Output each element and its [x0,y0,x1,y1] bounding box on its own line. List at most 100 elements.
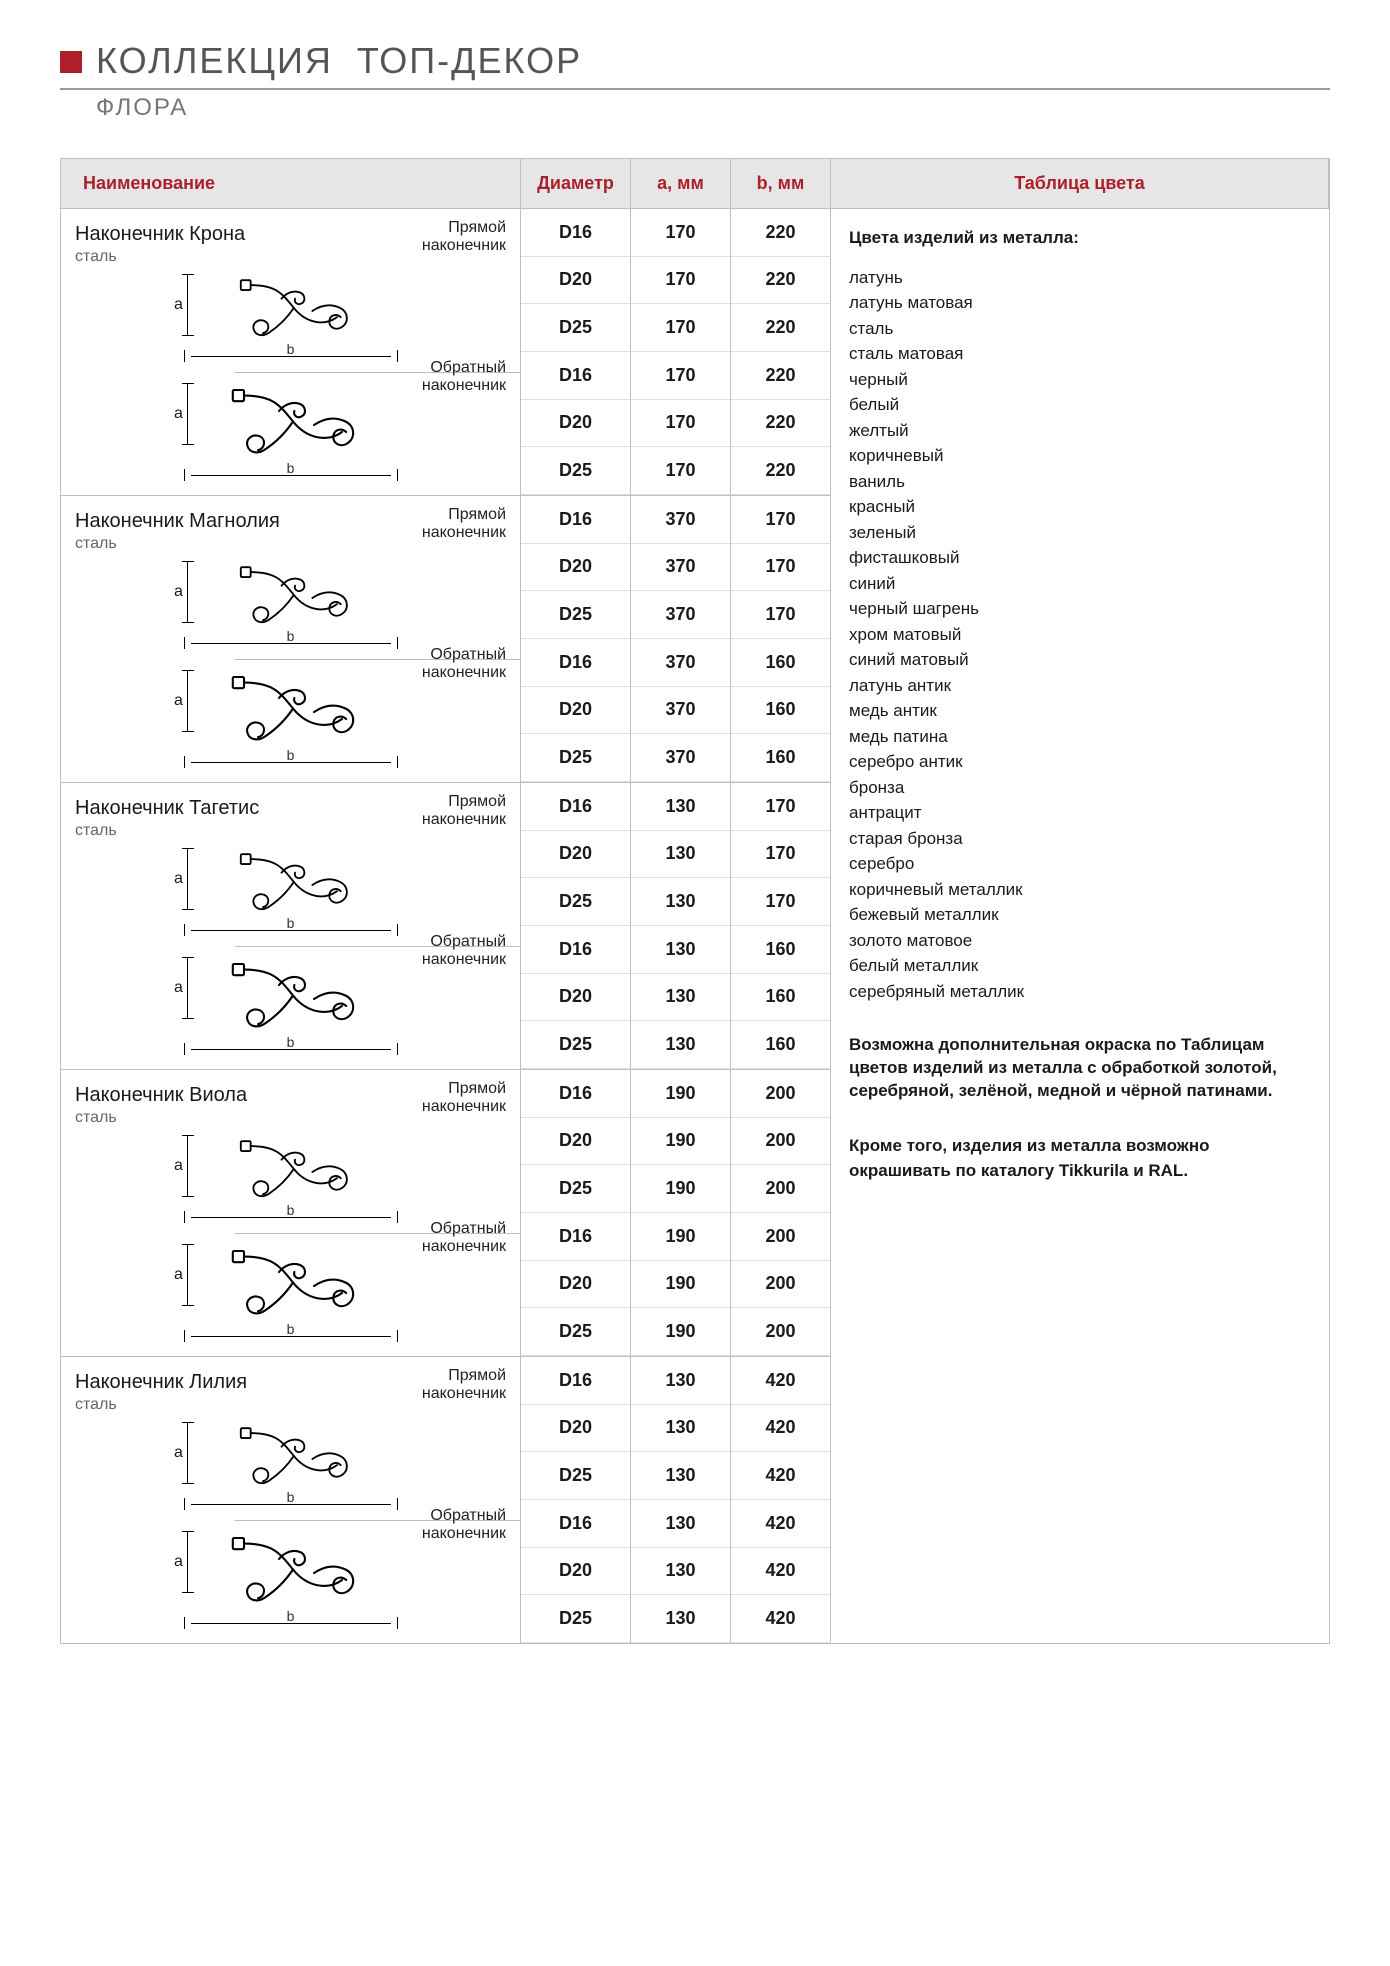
color-item: красный [849,494,1311,520]
cell-a: 130 [631,1548,731,1596]
color-item: фисташковый [849,545,1311,571]
cell-b: 170 [731,496,831,544]
cell-diameter: D20 [521,544,631,592]
cell-diameter: D20 [521,1405,631,1453]
cell-a: 170 [631,447,731,495]
cell-a: 190 [631,1070,731,1118]
dimension-bar: b [184,924,398,936]
cell-a: 130 [631,831,731,879]
cell-diameter: D20 [521,1548,631,1596]
cell-b: 420 [731,1405,831,1453]
dimension-bar: b [184,756,398,768]
variant-label-reverse: Обратныйнаконечник [422,646,506,683]
cell-diameter: D16 [521,1500,631,1548]
color-item: хром матовый [849,622,1311,648]
cell-a: 370 [631,687,731,735]
cell-a: 130 [631,1021,731,1069]
collection-label: КОЛЛЕКЦИЯ [96,40,333,81]
cell-diameter: D16 [521,352,631,400]
color-item: зеленый [849,520,1311,546]
product-illustration: Наконечник КронастальПрямойнаконечник a … [61,209,521,495]
product-section: Наконечник ТагетисстальПрямойнаконечник … [61,783,831,1070]
cell-a: 370 [631,496,731,544]
cell-b: 200 [731,1165,831,1213]
ornament-icon [200,957,400,1041]
col-b: b, мм [731,159,831,209]
cell-a: 130 [631,1357,731,1405]
colors-note-1: Возможна дополнительная окраска по Табли… [849,1034,1311,1103]
ornament-icon [200,383,400,467]
cell-a: 130 [631,1500,731,1548]
cell-b: 420 [731,1357,831,1405]
cell-a: 170 [631,257,731,305]
cell-diameter: D16 [521,1357,631,1405]
cell-a: 130 [631,1405,731,1453]
cell-b: 220 [731,400,831,448]
cell-a: 370 [631,591,731,639]
cell-b: 170 [731,831,831,879]
cell-a: 170 [631,352,731,400]
cell-a: 170 [631,304,731,352]
color-item: серебро [849,851,1311,877]
color-item: золото матовое [849,928,1311,954]
ornament-icon [200,1531,400,1615]
ornament-icon [200,561,400,635]
cell-a: 190 [631,1165,731,1213]
cell-b: 170 [731,783,831,831]
dimension-bar: b [184,350,398,362]
color-item: черный шагрень [849,596,1311,622]
color-item: желтый [849,418,1311,444]
cell-diameter: D25 [521,1452,631,1500]
cell-diameter: D16 [521,926,631,974]
colors-note-2: Кроме того, изделия из металла возможно … [849,1133,1311,1184]
cell-diameter: D25 [521,1595,631,1643]
accent-square-icon [60,51,82,73]
product-illustration: Наконечник ЛилиястальПрямойнаконечник a … [61,1357,521,1643]
variant-label-reverse: Обратныйнаконечник [422,359,506,396]
col-colors: Таблица цвета [831,159,1329,209]
variant-label-reverse: Обратныйнаконечник [422,1220,506,1257]
cell-b: 220 [731,209,831,257]
cell-b: 420 [731,1548,831,1596]
color-item: латунь [849,265,1311,291]
cell-b: 160 [731,734,831,782]
ornament-icon [200,1135,400,1209]
cell-b: 220 [731,352,831,400]
cell-a: 130 [631,878,731,926]
cell-diameter: D20 [521,831,631,879]
cell-b: 160 [731,974,831,1022]
cell-diameter: D25 [521,1021,631,1069]
spec-table: Наименование Диаметр a, мм b, мм Таблица… [60,158,1330,1644]
color-item: медь патина [849,724,1311,750]
cell-b: 200 [731,1213,831,1261]
cell-b: 160 [731,926,831,974]
cell-a: 190 [631,1213,731,1261]
variant-label-direct: Прямойнаконечник [422,219,506,256]
cell-diameter: D20 [521,400,631,448]
collection-name: ТОП-ДЕКОР [357,40,582,81]
color-item: бронза [849,775,1311,801]
cell-diameter: D20 [521,687,631,735]
cell-diameter: D16 [521,1213,631,1261]
cell-a: 130 [631,1452,731,1500]
variant-label-direct: Прямойнаконечник [422,1080,506,1117]
cell-b: 160 [731,687,831,735]
cell-diameter: D25 [521,591,631,639]
cell-b: 220 [731,447,831,495]
color-item: латунь антик [849,673,1311,699]
cell-a: 130 [631,926,731,974]
cell-diameter: D25 [521,1308,631,1356]
ornament-icon [200,848,400,922]
dimension-bar: b [184,1617,398,1629]
dimension-bar: b [184,469,398,481]
page-header: КОЛЛЕКЦИЯ ТОП-ДЕКОР ФЛОРА [60,40,1330,122]
cell-b: 220 [731,304,831,352]
product-illustration: Наконечник МагнолиястальПрямойнаконечник… [61,496,521,782]
color-item: ваниль [849,469,1311,495]
color-item: антрацит [849,800,1311,826]
dimension-bar: b [184,1211,398,1223]
cell-a: 170 [631,400,731,448]
cell-b: 160 [731,639,831,687]
color-item: бежевый металлик [849,902,1311,928]
color-item: белый металлик [849,953,1311,979]
